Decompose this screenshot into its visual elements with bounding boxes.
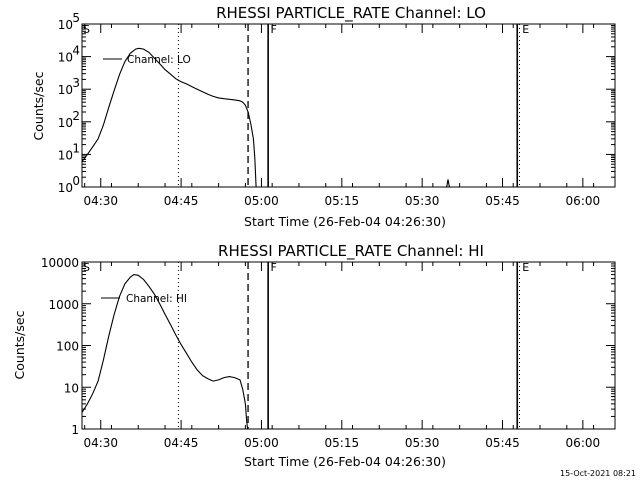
- hi-y-tick-label-2: 100: [56, 340, 79, 354]
- lo-x-tick-label-5: 05:45: [485, 194, 520, 208]
- lo-flag-e: E: [522, 23, 529, 36]
- hi-x-axis-label: Start Time (26-Feb-04 04:26:30): [244, 454, 446, 469]
- hi-markers: [177, 262, 616, 429]
- lo-y-axis-label: Counts/sec: [31, 71, 46, 140]
- hi-chart-title: RHESSI PARTICLE_RATE Channel: HI: [218, 242, 484, 261]
- lo-flag-s: S: [83, 23, 90, 36]
- hi-y-tick-label-0: 1: [71, 423, 79, 437]
- lo-markers: [177, 24, 616, 187]
- hi-series: [81, 274, 249, 430]
- lo-y-tick-label-1: 10: [58, 148, 73, 162]
- lo-x-tick-label-1: 04:45: [164, 194, 199, 208]
- lo-y-tick-exponent-5: 5: [72, 11, 80, 25]
- hi-x-tick-label-3: 05:15: [325, 436, 360, 450]
- lo-flag-f: F: [270, 23, 276, 36]
- hi-x-tick-label-2: 05:00: [244, 436, 279, 450]
- hi-flag-f: F: [270, 261, 276, 274]
- hi-y-ticks: 1 10 100 1000 10000: [41, 256, 615, 437]
- lo-y-tick-label-3: 10: [58, 83, 73, 97]
- hi-y-tick-label-1: 10: [64, 381, 79, 395]
- lo-y-tick-label-2: 10: [58, 116, 73, 130]
- hi-y-tick-label-4: 10000: [41, 256, 79, 270]
- hi-plot-frame: [81, 261, 616, 430]
- hi-channel-panel: RHESSI PARTICLE_RATE Channel: HI S F E 04:…: [12, 242, 616, 469]
- lo-chart-title: RHESSI PARTICLE_RATE Channel: LO: [216, 4, 486, 23]
- lo-x-tick-label-6: 06:00: [566, 194, 601, 208]
- lo-y-tick-label-5: 10: [58, 18, 73, 32]
- lo-x-tick-label-3: 05:15: [325, 194, 360, 208]
- lo-legend-label: Channel: LO: [127, 54, 191, 66]
- lo-y-tick-exponent-3: 3: [72, 76, 80, 90]
- lo-x-tick-label-2: 05:00: [244, 194, 279, 208]
- hi-x-tick-label-5: 05:45: [485, 436, 520, 450]
- lo-x-ticks: 04:30 04:45 05:00 05:15 05:30 05:45 06:00: [83, 24, 600, 208]
- hi-x-tick-label-1: 04:45: [164, 436, 199, 450]
- hi-flag-e: E: [522, 261, 529, 274]
- hi-legend: Channel: HI: [101, 293, 187, 305]
- lo-y-tick-exponent-1: 1: [72, 141, 80, 155]
- lo-x-axis-label: Start Time (26-Feb-04 04:26:30): [244, 214, 446, 229]
- lo-y-tick-exponent-2: 2: [72, 109, 80, 123]
- hi-x-ticks: 04:30 04:45 05:00 05:15 05:30 05:45 06:00: [83, 262, 600, 450]
- lo-y-tick-exponent-0: 0: [72, 174, 80, 188]
- hi-flag-s: S: [83, 261, 90, 274]
- lo-y-tick-label-4: 10: [58, 51, 73, 65]
- lo-plot-frame: [81, 23, 616, 188]
- lo-rate-curve-1: [446, 179, 450, 188]
- lo-x-tick-label-0: 04:30: [83, 194, 118, 208]
- hi-x-tick-label-4: 05:30: [405, 436, 440, 450]
- lo-x-tick-label-4: 05:30: [405, 194, 440, 208]
- lo-y-tick-exponent-4: 4: [72, 44, 80, 58]
- lo-y-tick-label-0: 10: [58, 181, 73, 195]
- hi-y-tick-label-3: 1000: [48, 298, 79, 312]
- lo-legend: Channel: LO: [103, 54, 191, 66]
- hi-rate-curve-0: [81, 274, 249, 430]
- hi-legend-label: Channel: HI: [126, 293, 187, 305]
- hi-x-tick-label-0: 04:30: [83, 436, 118, 450]
- lo-series: [81, 47, 450, 188]
- generation-timestamp: 15-Oct-2021 08:21: [560, 469, 636, 478]
- lo-rate-curve-0: [81, 47, 257, 188]
- hi-x-tick-label-6: 06:00: [566, 436, 601, 450]
- hi-y-axis-label: Counts/sec: [12, 310, 27, 379]
- lo-channel-panel: RHESSI PARTICLE_RATE Channel: LO S F E 04:…: [31, 4, 616, 229]
